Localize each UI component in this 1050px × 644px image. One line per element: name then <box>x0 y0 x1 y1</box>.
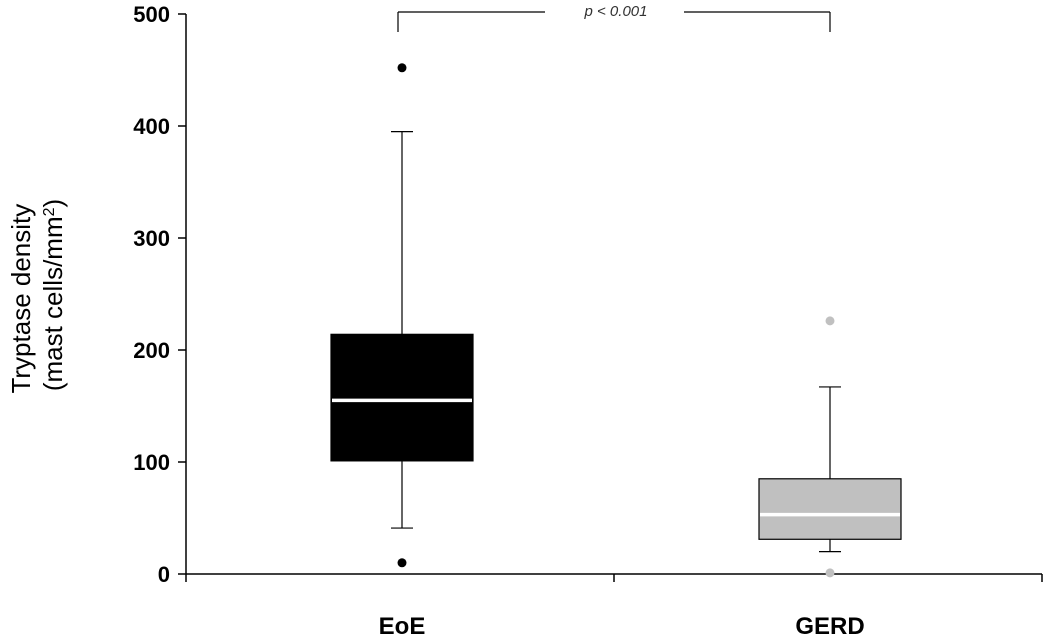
box-iqr <box>330 333 474 462</box>
y-tick-label: 100 <box>133 450 170 475</box>
box-eoe <box>330 63 474 568</box>
y-tick-label: 400 <box>133 114 170 139</box>
y-tick-label: 200 <box>133 338 170 363</box>
y-tick-label: 0 <box>158 562 170 587</box>
boxes <box>330 63 902 578</box>
outlier-point <box>397 63 407 73</box>
outlier-point <box>825 316 835 326</box>
outlier-point <box>825 568 835 578</box>
significance-bracket: p < 0.001 <box>397 3 831 32</box>
y-axis-label: Tryptase density (mast cells/mm2) <box>6 196 68 393</box>
x-category-label: GERD <box>795 613 864 640</box>
axes: 0 100 200 300 400 500 EoE GERD <box>133 2 1043 640</box>
p-value-label: p < 0.001 <box>584 3 648 20</box>
box-iqr <box>758 478 902 540</box>
x-category-label: EoE <box>379 613 426 640</box>
outlier-point <box>397 558 407 568</box>
y-tick-label: 300 <box>133 226 170 251</box>
y-tick-label: 500 <box>133 2 170 27</box>
box-gerd <box>758 316 902 578</box>
